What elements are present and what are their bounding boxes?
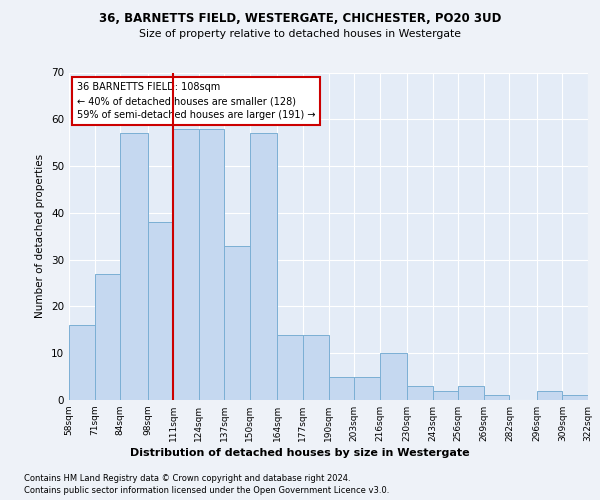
Bar	[69, 325, 95, 400]
Bar	[120, 134, 148, 400]
Bar	[173, 128, 199, 400]
Bar	[484, 396, 509, 400]
Bar	[250, 134, 277, 400]
Bar	[303, 334, 329, 400]
Bar	[537, 390, 562, 400]
Bar	[380, 353, 407, 400]
Bar	[433, 390, 458, 400]
Text: 36, BARNETTS FIELD, WESTERGATE, CHICHESTER, PO20 3UD: 36, BARNETTS FIELD, WESTERGATE, CHICHEST…	[99, 12, 501, 26]
Text: Contains HM Land Registry data © Crown copyright and database right 2024.: Contains HM Land Registry data © Crown c…	[24, 474, 350, 483]
Bar	[224, 246, 250, 400]
Bar	[148, 222, 173, 400]
Bar	[277, 334, 303, 400]
Bar	[199, 128, 224, 400]
Bar	[95, 274, 120, 400]
Bar	[562, 396, 588, 400]
Bar	[458, 386, 484, 400]
Bar	[354, 376, 380, 400]
Bar	[329, 376, 354, 400]
Text: Size of property relative to detached houses in Westergate: Size of property relative to detached ho…	[139, 29, 461, 39]
Text: Distribution of detached houses by size in Westergate: Distribution of detached houses by size …	[130, 448, 470, 458]
Bar	[407, 386, 433, 400]
Y-axis label: Number of detached properties: Number of detached properties	[35, 154, 46, 318]
Text: 36 BARNETTS FIELD: 108sqm
← 40% of detached houses are smaller (128)
59% of semi: 36 BARNETTS FIELD: 108sqm ← 40% of detac…	[77, 82, 315, 120]
Text: Contains public sector information licensed under the Open Government Licence v3: Contains public sector information licen…	[24, 486, 389, 495]
